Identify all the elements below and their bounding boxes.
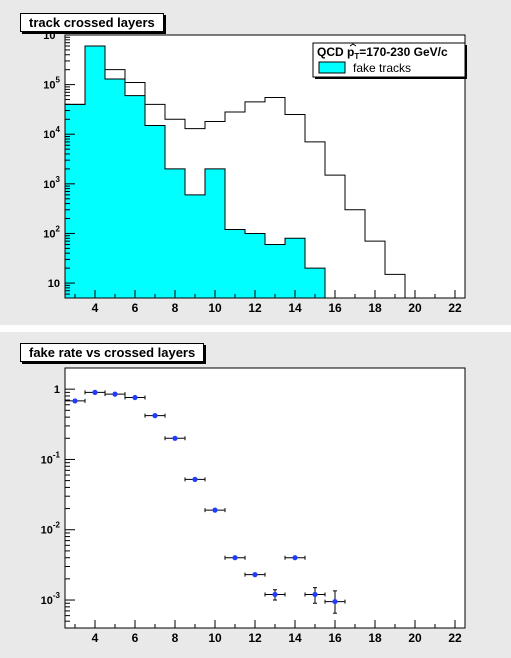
rate-x-tick-label: 22 — [448, 631, 462, 645]
rate-point — [172, 435, 178, 441]
fake-tracks-bar — [245, 233, 265, 298]
chart-title-1: track crossed layers — [20, 13, 164, 32]
legend-title: QCD pT=170-230 GeV/c — [317, 45, 448, 61]
legend-entry: fake tracks — [353, 61, 411, 75]
rate-y-tick-label: 1 — [54, 384, 60, 396]
rate-x-tick-label: 4 — [92, 631, 99, 645]
legend-hat — [349, 43, 357, 47]
hist-y-tick-label: 10 — [48, 278, 60, 290]
pad-separator — [0, 325, 511, 332]
rate-frame — [64, 367, 466, 629]
rate-point — [132, 394, 138, 401]
hist-frame — [64, 34, 466, 299]
rate-point — [92, 389, 98, 395]
rate-plot-area — [65, 368, 465, 628]
all-tracks-line — [65, 45, 465, 298]
fake-tracks-bar — [205, 168, 225, 298]
legend-swatch — [318, 61, 346, 74]
fake-tracks-bar — [225, 229, 245, 298]
rate-x-tick-label: 14 — [288, 631, 302, 645]
hist-y-tick-label: 102 — [43, 224, 60, 240]
rate-point — [192, 476, 198, 483]
hist-x-tick-label: 22 — [448, 301, 462, 315]
fake-tracks-bar — [305, 268, 325, 298]
fake-tracks-bar — [125, 95, 145, 298]
rate-point — [212, 507, 218, 513]
hist-x-tick-label: 6 — [132, 301, 139, 315]
rate-point — [292, 555, 298, 561]
hist-x-tick-label: 12 — [248, 301, 262, 315]
hist-x-tick-label: 18 — [368, 301, 382, 315]
rate-point — [252, 572, 258, 578]
hist-y-tick-label: 105 — [43, 76, 60, 92]
rate-point — [72, 398, 78, 404]
hist-x-tick-label: 20 — [408, 301, 422, 315]
fake-tracks-bar — [85, 46, 105, 298]
rate-y-tick-label: 10-1 — [41, 450, 61, 466]
fake-tracks-bar — [105, 78, 125, 298]
rate-point — [232, 555, 238, 561]
rate-y-tick-label: 10-2 — [41, 521, 61, 537]
rate-point — [112, 391, 118, 397]
rate-x-tick-label: 18 — [368, 631, 382, 645]
fake-tracks-bar — [185, 194, 205, 298]
rate-x-tick-label: 6 — [132, 631, 139, 645]
rate-x-tick-label: 8 — [172, 631, 179, 645]
hist-x-tick-label: 8 — [172, 301, 179, 315]
rate-point — [152, 413, 158, 419]
hist-x-tick-label: 16 — [328, 301, 342, 315]
hist-y-tick-label: 103 — [43, 175, 60, 191]
rate-point — [272, 591, 278, 598]
hist-x-tick-label: 4 — [92, 301, 99, 315]
rate-x-tick-label: 12 — [248, 631, 262, 645]
hist-content — [65, 45, 465, 298]
hist-y-tick-label: 104 — [43, 125, 60, 141]
hist-x-tick-label: 14 — [288, 301, 302, 315]
chart-title-2: fake rate vs crossed layers — [20, 343, 205, 362]
rate-x-tick-label: 10 — [208, 631, 222, 645]
fake-tracks-bar — [165, 168, 185, 298]
rate-y-tick-label: 10-3 — [41, 591, 61, 607]
rate-point — [312, 591, 318, 598]
rate-x-tick-label: 20 — [408, 631, 422, 645]
fake-tracks-bar — [265, 244, 285, 298]
fake-tracks-bar — [145, 125, 165, 298]
fake-tracks-outline — [65, 45, 465, 298]
rate-point — [332, 598, 338, 605]
hist-x-tick-label: 10 — [208, 301, 222, 315]
fake-tracks-bar — [285, 238, 305, 298]
fake-tracks-bar — [65, 104, 85, 298]
rate-x-tick-label: 16 — [328, 631, 342, 645]
